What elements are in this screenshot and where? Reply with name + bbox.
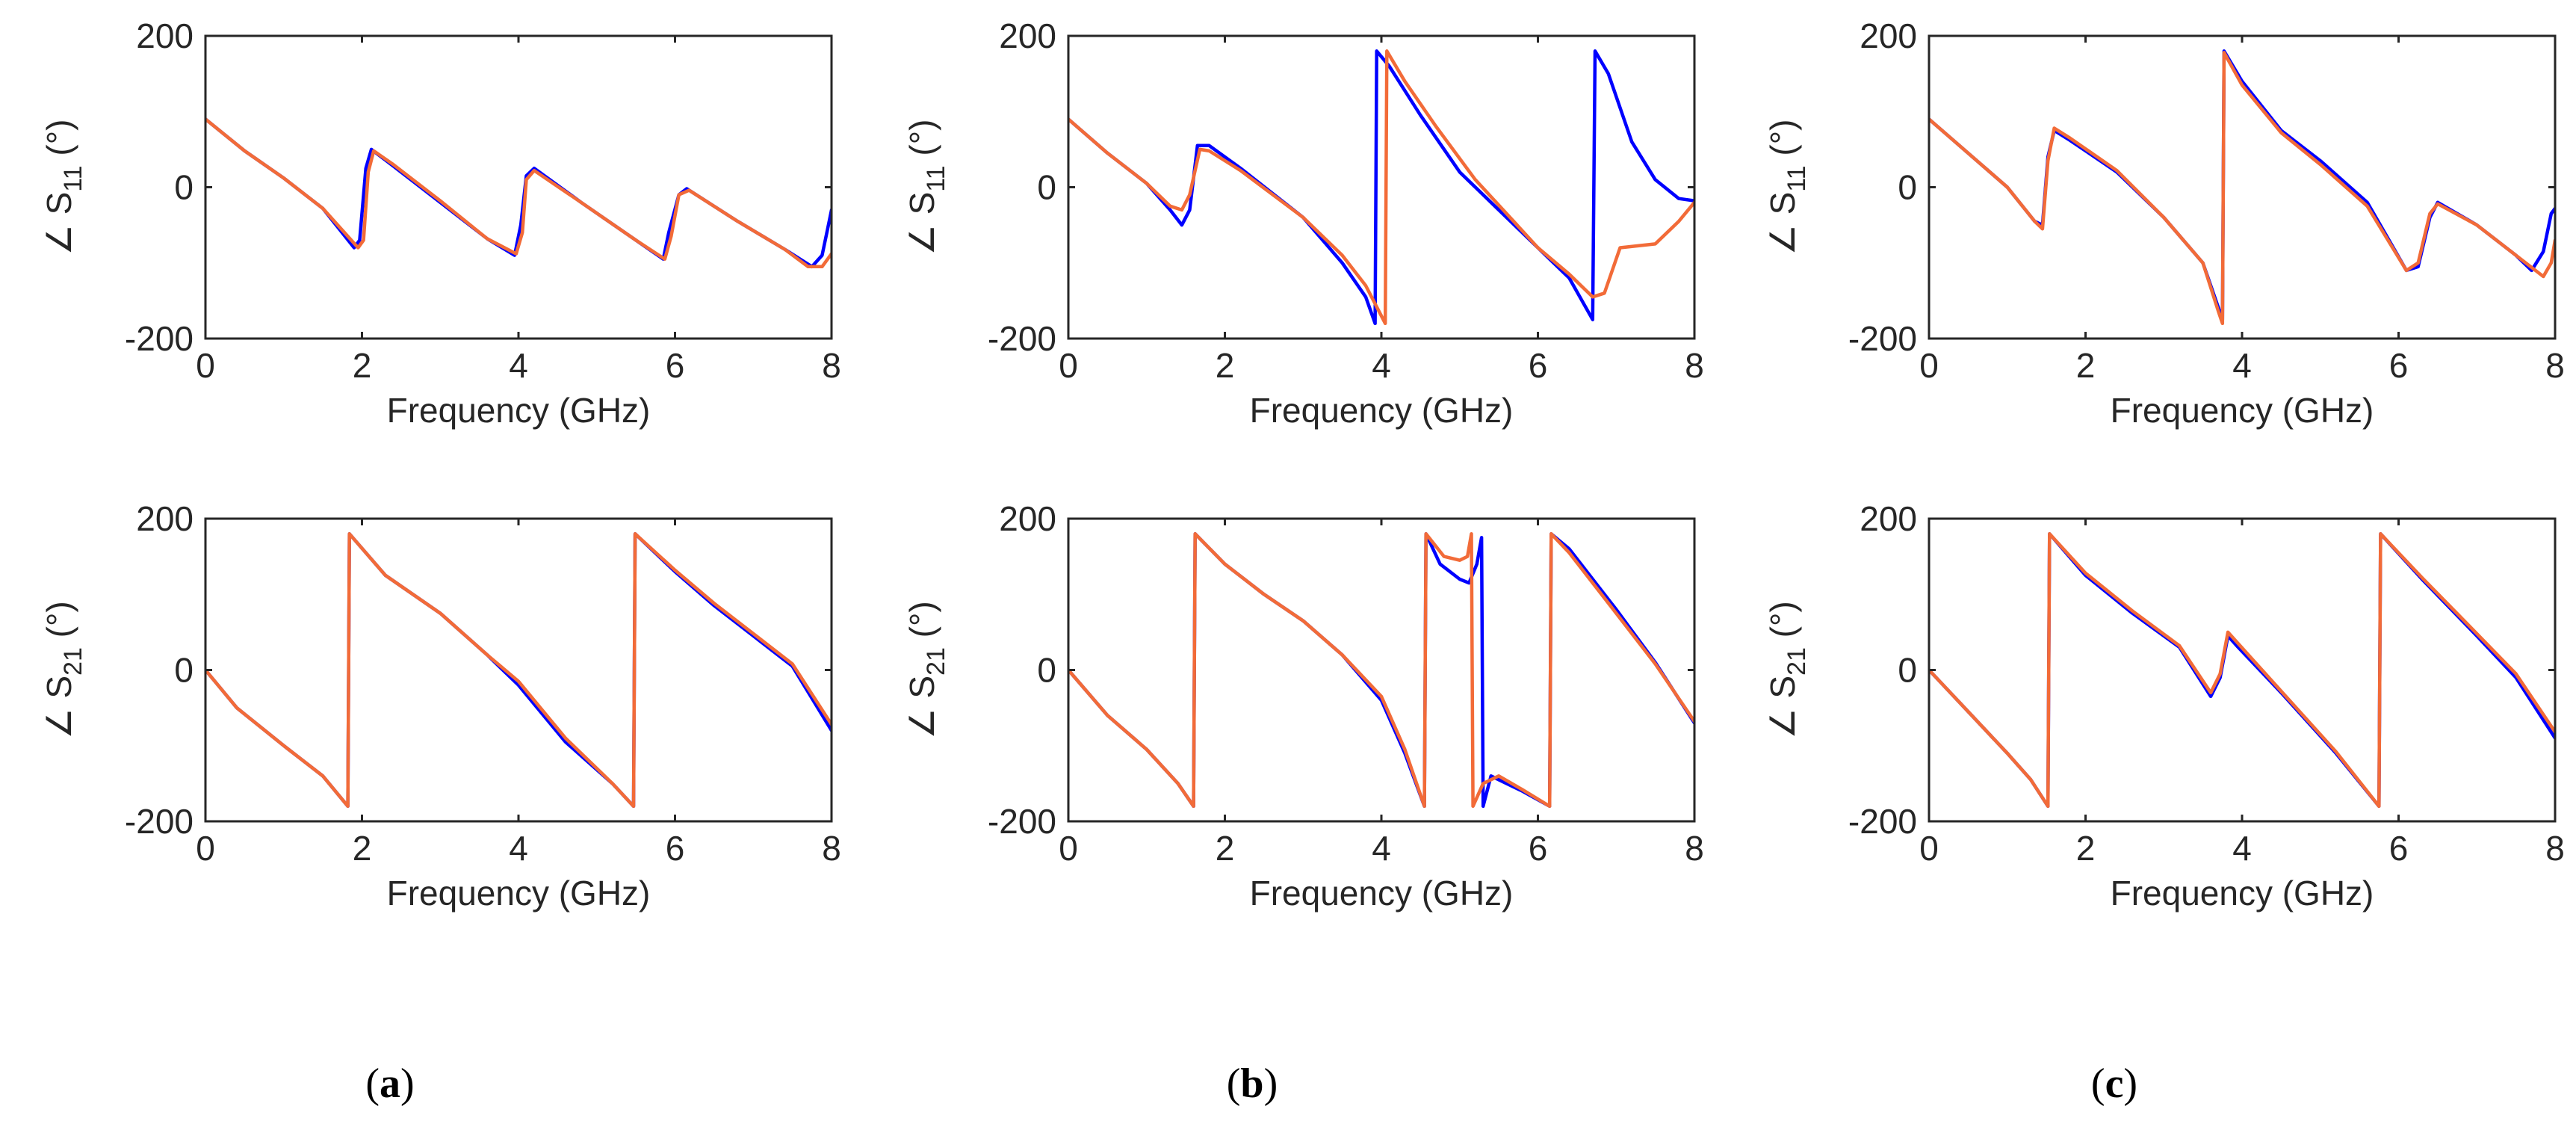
- x-axis-label: Frequency (GHz): [2111, 874, 2374, 912]
- y-tick-label: -200: [988, 802, 1056, 841]
- series-blue-line: [205, 532, 832, 809]
- x-tick-label: 6: [1529, 829, 1548, 868]
- x-tick-label: 4: [1372, 829, 1391, 868]
- y-tick-label: 0: [1898, 168, 1917, 207]
- y-axis-label: ∠ S21 (°): [40, 601, 87, 738]
- x-tick-label: 6: [666, 346, 685, 385]
- y-tick-label: -200: [125, 319, 193, 358]
- x-tick-label: 4: [2232, 829, 2252, 868]
- x-tick-label: 0: [196, 346, 215, 385]
- x-tick-label: 4: [509, 829, 528, 868]
- x-tick-label: 4: [2232, 346, 2252, 385]
- x-tick-label: 8: [2545, 346, 2565, 385]
- panel-label-c: (c): [2091, 1060, 2137, 1107]
- x-tick-label: 0: [1919, 829, 1939, 868]
- y-axis-label: ∠ S11 (°): [40, 120, 87, 256]
- series-blue-line: [1929, 49, 2555, 321]
- y-axis-label: ∠ S21 (°): [902, 601, 950, 738]
- y-tick-label: -200: [1848, 319, 1917, 358]
- plot-frame: [204, 34, 833, 340]
- x-tick-label: 8: [822, 829, 841, 868]
- series-orange-line: [205, 532, 832, 809]
- x-tick-label: 0: [1059, 829, 1078, 868]
- plot-frame: [1928, 517, 2557, 823]
- x-axis-label: Frequency (GHz): [387, 391, 651, 430]
- y-tick-label: 0: [174, 651, 193, 690]
- x-tick-label: 0: [196, 829, 215, 868]
- y-tick-label: 0: [174, 168, 193, 207]
- x-tick-label: 8: [822, 346, 841, 385]
- y-tick-label: 200: [1860, 499, 1917, 538]
- y-tick-label: -200: [988, 319, 1056, 358]
- x-tick-label: 0: [1919, 346, 1939, 385]
- y-axis-label: ∠ S21 (°): [1763, 601, 1811, 738]
- panel-label-a: (a): [365, 1060, 414, 1107]
- y-tick-label: -200: [125, 802, 193, 841]
- x-tick-label: 8: [1685, 829, 1704, 868]
- x-tick-label: 8: [2545, 829, 2565, 868]
- x-axis-label: Frequency (GHz): [2111, 391, 2374, 430]
- y-tick-label: 200: [136, 16, 193, 55]
- x-tick-label: 4: [1372, 346, 1391, 385]
- series-orange-line: [1929, 532, 2555, 809]
- plot-frame: [1067, 517, 1696, 823]
- y-tick-label: 0: [1037, 651, 1056, 690]
- y-tick-label: 200: [1860, 16, 1917, 55]
- x-tick-label: 2: [353, 829, 372, 868]
- series-orange-line: [1929, 51, 2555, 326]
- series-orange-line: [1068, 532, 1694, 809]
- series-blue-line: [1068, 49, 1694, 326]
- y-tick-label: 0: [1898, 651, 1917, 690]
- x-axis-label: Frequency (GHz): [387, 874, 651, 912]
- y-tick-label: 200: [136, 499, 193, 538]
- x-tick-label: 6: [1529, 346, 1548, 385]
- x-tick-label: 8: [1685, 346, 1704, 385]
- y-tick-label: -200: [1848, 802, 1917, 841]
- x-axis-label: Frequency (GHz): [1250, 874, 1514, 912]
- series-orange-line: [205, 117, 832, 269]
- x-tick-label: 2: [1216, 829, 1235, 868]
- y-axis-label: ∠ S11 (°): [902, 120, 950, 256]
- x-tick-label: 4: [509, 346, 528, 385]
- y-tick-label: 0: [1037, 168, 1056, 207]
- x-axis-label: Frequency (GHz): [1250, 391, 1514, 430]
- series-blue-line: [1929, 532, 2555, 809]
- x-tick-label: 2: [2076, 346, 2096, 385]
- x-tick-label: 2: [2076, 829, 2096, 868]
- x-tick-label: 6: [2389, 346, 2409, 385]
- series-orange-line: [1068, 49, 1694, 326]
- plot-frame: [204, 517, 833, 823]
- panel-label-b: (b): [1227, 1060, 1278, 1107]
- x-tick-label: 2: [1216, 346, 1235, 385]
- x-tick-label: 2: [353, 346, 372, 385]
- y-tick-label: 200: [999, 16, 1056, 55]
- x-tick-label: 6: [2389, 829, 2409, 868]
- y-tick-label: 200: [999, 499, 1056, 538]
- x-tick-label: 0: [1059, 346, 1078, 385]
- y-axis-label: ∠ S11 (°): [1763, 120, 1811, 256]
- x-tick-label: 6: [666, 829, 685, 868]
